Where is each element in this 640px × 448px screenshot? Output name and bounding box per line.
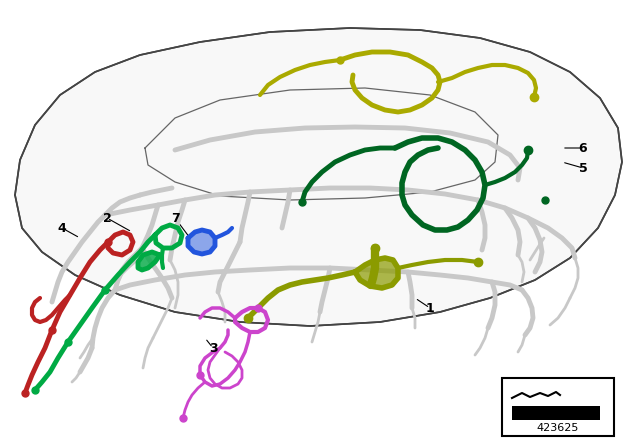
Polygon shape — [355, 258, 398, 288]
Text: 4: 4 — [58, 221, 67, 234]
Polygon shape — [15, 28, 622, 326]
Text: 5: 5 — [579, 161, 588, 175]
Text: 3: 3 — [209, 341, 218, 354]
Polygon shape — [188, 230, 215, 254]
Text: 6: 6 — [579, 142, 588, 155]
Text: 423625: 423625 — [537, 423, 579, 433]
Bar — [502, 378, 614, 436]
Text: 7: 7 — [171, 211, 179, 224]
Text: 1: 1 — [426, 302, 435, 314]
Text: 2: 2 — [102, 211, 111, 224]
Polygon shape — [138, 252, 160, 270]
Bar — [512, 406, 600, 420]
